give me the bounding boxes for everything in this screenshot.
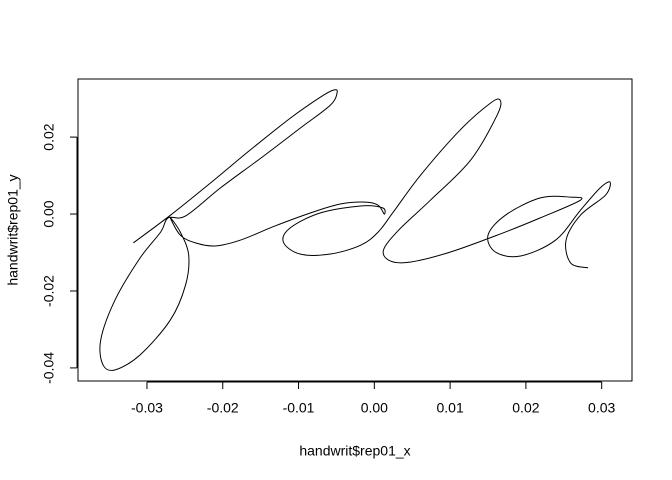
y-tick-label: 0.02 <box>41 123 57 150</box>
plot-frame <box>77 78 633 382</box>
handwriting-line <box>99 89 611 371</box>
x-tick-label: 0.02 <box>512 400 539 416</box>
x-tick-label: 0.03 <box>588 400 615 416</box>
x-tick-label: -0.01 <box>283 400 315 416</box>
y-tick-label: -0.04 <box>41 352 57 384</box>
x-tick-label: -0.02 <box>207 400 239 416</box>
x-tick-label: 0.01 <box>436 400 463 416</box>
y-axis-label: handwrit$rep01_y <box>5 174 21 285</box>
x-axis-label: handwrit$rep01_x <box>299 443 410 459</box>
x-tick-label: -0.03 <box>131 400 163 416</box>
x-tick-label: 0.00 <box>361 400 388 416</box>
y-tick-label: -0.02 <box>41 275 57 307</box>
y-tick-label: 0.00 <box>41 200 57 227</box>
